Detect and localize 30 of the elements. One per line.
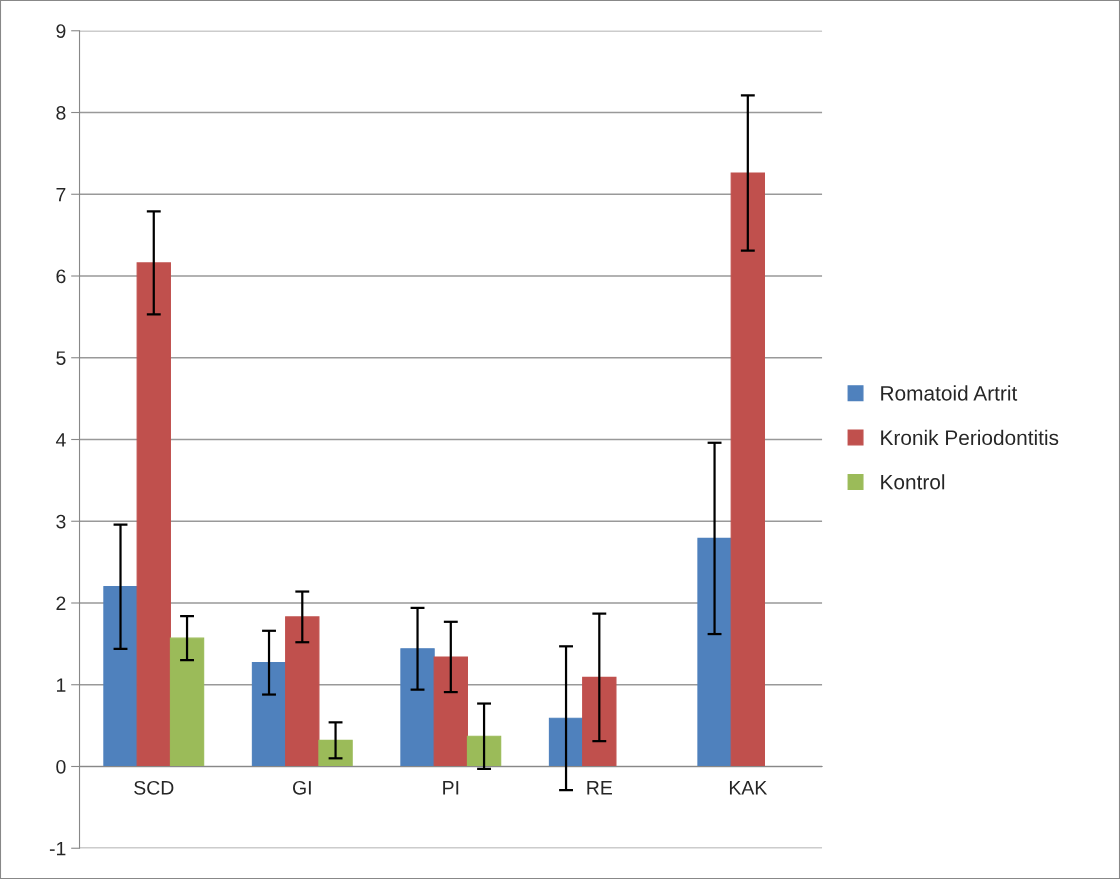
bar [697,537,732,768]
x-tick-label: RE [587,781,612,795]
x-tick-label: SCD [134,780,174,795]
bar [136,262,171,768]
bar [169,637,205,768]
x-tick-label: KAK [729,781,768,795]
y-tick-label: -1 [49,841,66,856]
bar [318,739,353,768]
y-tick-label: 8 [56,105,66,120]
y-tick-label: 1 [57,678,66,692]
y-tick-label: 9 [56,24,66,38]
y-tick-label: 4 [55,433,66,447]
bar [103,586,138,768]
x-tick-label: GI [293,780,311,795]
bar [251,662,287,768]
bar [400,648,435,768]
legend-label: Kronik Periodontitis [881,429,1059,446]
y-tick-label: 5 [56,351,66,365]
y-tick-label: 6 [56,269,66,284]
y-tick-label: 0 [56,759,66,774]
bar [582,676,617,768]
y-tick-label: 3 [56,514,66,529]
y-tick-label: 7 [56,187,66,202]
legend-label: Kontrol [881,474,945,490]
legend-label: Romatoid Artrit [881,385,1018,401]
bar [730,172,766,768]
x-tick-label: PI [443,781,459,795]
bar [433,656,468,768]
bar [285,616,320,768]
y-tick-label: 2 [56,596,66,611]
